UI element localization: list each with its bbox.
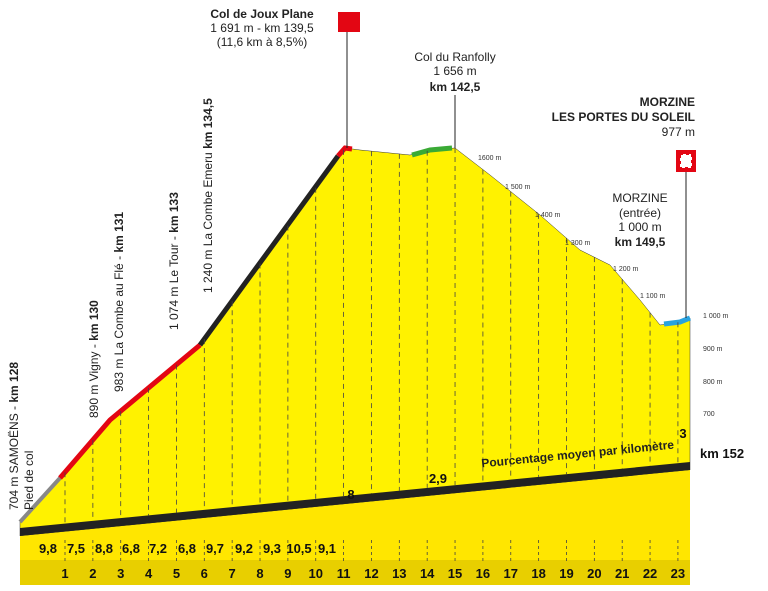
finish-line2: LES PORTES DU SOLEIL xyxy=(552,110,695,124)
finish-edge xyxy=(663,315,691,327)
waypoint-km: km 131 xyxy=(112,212,126,253)
finish-altitude: 977 m xyxy=(662,125,695,139)
pass-altitude: 1 656 m xyxy=(433,64,476,78)
gradient: 3 xyxy=(679,426,686,441)
summit-note: (11,6 km à 8,5%) xyxy=(217,35,307,49)
km-marker: 19 xyxy=(559,566,573,581)
waypoint-place: 983 m La Combe au Flé - xyxy=(112,253,126,392)
gradient: 2,9 xyxy=(429,471,447,486)
gradient: 6,8 xyxy=(122,541,140,556)
summit-edge xyxy=(336,145,353,158)
waypoint-place: 1 240 m La Combe Emeru xyxy=(201,149,215,293)
waypoint-place: 890 m Vigny - xyxy=(87,341,101,418)
waypoint-note: Pied de col xyxy=(22,451,36,510)
km-marker: 16 xyxy=(476,566,490,581)
end-km: km 152 xyxy=(700,446,744,461)
entry-altitude: 1 000 m xyxy=(618,220,661,234)
waypoint-place: 1 074 m Le Tour - xyxy=(167,233,181,330)
waypoint-km: km 130 xyxy=(87,300,101,341)
km-marker: 1 xyxy=(61,566,68,581)
km-marker: 2 xyxy=(89,566,96,581)
waypoint-km: km 128 xyxy=(7,362,21,403)
km-marker: 20 xyxy=(587,566,601,581)
km-marker: 14 xyxy=(420,566,435,581)
waypoint: 704 m SAMOËNS - km 128 xyxy=(7,362,21,510)
km-marker: 7 xyxy=(229,566,236,581)
km-marker: 21 xyxy=(615,566,629,581)
altitude-label: 1 400 m xyxy=(535,212,560,219)
waypoint: 1 240 m La Combe Emeru km 134,5 xyxy=(201,98,215,293)
km-marker: 13 xyxy=(392,566,406,581)
waypoint-place: 704 m SAMOËNS - xyxy=(7,403,21,510)
entry-km: km 149,5 xyxy=(615,235,666,249)
waypoint-km: km 134,5 xyxy=(201,98,215,149)
entry-note: (entrée) xyxy=(619,206,661,220)
altitude-label: 900 m xyxy=(703,346,723,353)
finish-flag-check xyxy=(679,153,693,169)
altitude-label: 700 xyxy=(703,411,715,418)
summit-detail: 1 691 m - km 139,5 xyxy=(210,21,314,35)
km-marker: 17 xyxy=(504,566,518,581)
waypoint: 1 074 m Le Tour - km 133 xyxy=(167,192,181,330)
altitude-label: 1600 m xyxy=(478,155,502,162)
km-marker: 10 xyxy=(309,566,323,581)
pass-km: km 142,5 xyxy=(430,80,481,94)
km-marker: 11 xyxy=(337,566,351,581)
base-edge xyxy=(20,462,690,536)
altitude-label: 1 300 m xyxy=(565,240,590,247)
altitude-label: 1 500 m xyxy=(505,184,530,191)
base xyxy=(20,470,690,585)
summit-name: Col de Joux Plane xyxy=(210,7,314,21)
pass-name: Col du Ranfolly xyxy=(414,50,495,64)
pass-edge xyxy=(411,145,453,158)
altitude-label: 1 000 m xyxy=(703,313,728,320)
summit-flag xyxy=(338,12,360,32)
gradient: 9,2 xyxy=(235,541,253,556)
km-marker: 3 xyxy=(117,566,124,581)
km-marker: 5 xyxy=(173,566,180,581)
km-marker: 15 xyxy=(448,566,462,581)
km-marker: 6 xyxy=(201,566,208,581)
gradient: 7,2 xyxy=(149,541,167,556)
gradient: 8,8 xyxy=(95,541,113,556)
altitude-label: 800 m xyxy=(703,379,723,386)
gradient: 6,8 xyxy=(178,541,196,556)
km-marker: 12 xyxy=(364,566,378,581)
km-marker: 22 xyxy=(643,566,657,581)
gradient: 10,5 xyxy=(286,541,311,556)
km-marker: 8 xyxy=(256,566,263,581)
km-marker: 23 xyxy=(671,566,685,581)
finish-line1: MORZINE xyxy=(640,95,695,109)
altitude-label: 1 200 m xyxy=(613,266,638,273)
waypoint-km: km 133 xyxy=(167,192,181,233)
waypoint: 890 m Vigny - km 130 xyxy=(87,300,101,418)
start-edge xyxy=(18,476,62,524)
gradient: 9,3 xyxy=(263,541,281,556)
km-marker: 9 xyxy=(284,566,291,581)
steep-edge xyxy=(58,343,202,480)
gradient: 9,7 xyxy=(206,541,224,556)
km-marker: 4 xyxy=(145,566,153,581)
very-steep-edge xyxy=(197,154,341,347)
km-marker: 18 xyxy=(531,566,545,581)
entry-name: MORZINE xyxy=(612,191,667,205)
altitude-label: 1 100 m xyxy=(640,293,665,300)
gradient: 9,8 xyxy=(39,541,57,556)
gradient: 7,5 xyxy=(67,541,85,556)
gradient: 8 xyxy=(347,487,354,502)
gradient: 9,1 xyxy=(318,541,336,556)
base-shade xyxy=(20,560,690,585)
waypoint: 983 m La Combe au Flé - km 131 xyxy=(112,212,126,392)
